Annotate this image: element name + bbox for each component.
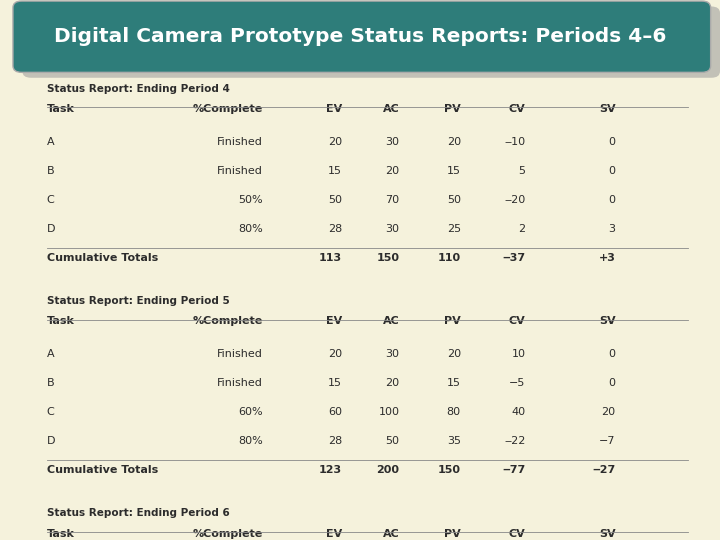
Text: AC: AC [383, 104, 400, 114]
Text: 50: 50 [386, 436, 400, 447]
Text: Status Report: Ending Period 5: Status Report: Ending Period 5 [47, 296, 230, 306]
Text: EV: EV [325, 104, 342, 114]
Text: 15: 15 [447, 166, 461, 176]
Text: B: B [47, 166, 55, 176]
Text: AC: AC [383, 316, 400, 327]
Text: 40: 40 [511, 407, 526, 417]
Text: Task: Task [47, 316, 75, 327]
Text: %Complete: %Complete [192, 529, 263, 539]
Text: 100: 100 [379, 407, 400, 417]
Text: −7: −7 [599, 436, 616, 447]
Text: SV: SV [599, 104, 616, 114]
Text: 0: 0 [608, 195, 616, 205]
Text: %Complete: %Complete [192, 316, 263, 327]
Text: CV: CV [509, 104, 526, 114]
Text: 0: 0 [608, 137, 616, 147]
Text: CV: CV [509, 316, 526, 327]
Text: 80%: 80% [238, 224, 263, 234]
Text: Cumulative Totals: Cumulative Totals [47, 253, 158, 264]
Text: 50%: 50% [238, 195, 263, 205]
Text: 113: 113 [319, 253, 342, 264]
Text: 15: 15 [328, 378, 342, 388]
Text: 20: 20 [446, 349, 461, 359]
Text: ‒27: ‒27 [593, 465, 616, 476]
Text: 30: 30 [386, 224, 400, 234]
Text: ‒10: ‒10 [505, 137, 526, 147]
Text: C: C [47, 195, 55, 205]
Text: B: B [47, 378, 55, 388]
Text: 20: 20 [385, 166, 400, 176]
Text: Task: Task [47, 529, 75, 539]
Text: 110: 110 [438, 253, 461, 264]
Text: 60%: 60% [238, 407, 263, 417]
Text: ‒20: ‒20 [504, 195, 526, 205]
Text: 0: 0 [608, 378, 616, 388]
Text: 10: 10 [512, 349, 526, 359]
Text: D: D [47, 436, 55, 447]
Text: ‒22: ‒22 [504, 436, 526, 447]
Text: 2: 2 [518, 224, 526, 234]
Text: PV: PV [444, 316, 461, 327]
Text: Digital Camera Prototype Status Reports: Periods 4–6: Digital Camera Prototype Status Reports:… [54, 26, 666, 46]
Text: 123: 123 [319, 465, 342, 476]
Text: ‒77: ‒77 [503, 465, 526, 476]
Text: A: A [47, 349, 55, 359]
Text: 35: 35 [447, 436, 461, 447]
Text: 60: 60 [328, 407, 342, 417]
Text: 80%: 80% [238, 436, 263, 447]
Text: 15: 15 [328, 166, 342, 176]
Text: 15: 15 [447, 378, 461, 388]
Text: Status Report: Ending Period 4: Status Report: Ending Period 4 [47, 84, 230, 94]
Text: 20: 20 [328, 137, 342, 147]
Text: SV: SV [599, 529, 616, 539]
Text: 0: 0 [608, 349, 616, 359]
Text: 3: 3 [608, 224, 616, 234]
Text: 28: 28 [328, 224, 342, 234]
Text: C: C [47, 407, 55, 417]
Text: CV: CV [509, 529, 526, 539]
Text: D: D [47, 224, 55, 234]
Text: 150: 150 [438, 465, 461, 476]
Text: PV: PV [444, 104, 461, 114]
Text: 5: 5 [518, 166, 526, 176]
Text: A: A [47, 137, 55, 147]
Text: Finished: Finished [217, 166, 263, 176]
Text: 25: 25 [446, 224, 461, 234]
Text: %Complete: %Complete [192, 104, 263, 114]
Text: 80: 80 [446, 407, 461, 417]
Text: EV: EV [325, 316, 342, 327]
Text: ‒37: ‒37 [503, 253, 526, 264]
Text: Cumulative Totals: Cumulative Totals [47, 465, 158, 476]
Text: Status Report: Ending Period 6: Status Report: Ending Period 6 [47, 508, 230, 518]
Text: 30: 30 [386, 349, 400, 359]
Text: SV: SV [599, 316, 616, 327]
Text: 50: 50 [328, 195, 342, 205]
Text: 20: 20 [446, 137, 461, 147]
Text: Finished: Finished [217, 137, 263, 147]
Text: −5: −5 [509, 378, 526, 388]
Text: 20: 20 [385, 378, 400, 388]
Text: AC: AC [383, 529, 400, 539]
Text: EV: EV [325, 529, 342, 539]
Text: 150: 150 [377, 253, 400, 264]
Text: 200: 200 [377, 465, 400, 476]
Text: PV: PV [444, 529, 461, 539]
Text: 50: 50 [447, 195, 461, 205]
Text: Finished: Finished [217, 349, 263, 359]
Text: Finished: Finished [217, 378, 263, 388]
Text: 30: 30 [386, 137, 400, 147]
Text: 20: 20 [328, 349, 342, 359]
Text: +3: +3 [599, 253, 616, 264]
Text: 70: 70 [385, 195, 400, 205]
Text: 28: 28 [328, 436, 342, 447]
Text: 0: 0 [608, 166, 616, 176]
Text: 20: 20 [601, 407, 616, 417]
Text: Task: Task [47, 104, 75, 114]
